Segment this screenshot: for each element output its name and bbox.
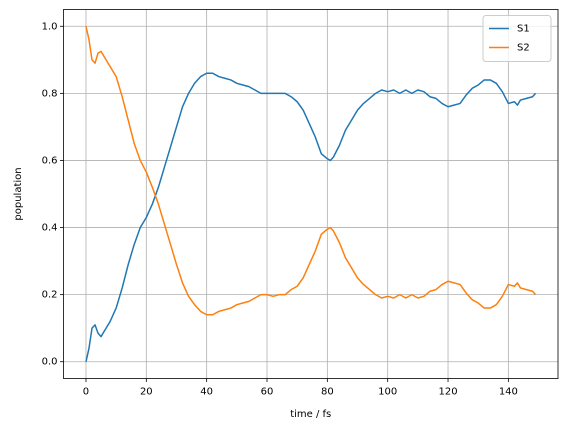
legend-box xyxy=(482,15,552,62)
series-line xyxy=(85,72,537,362)
x-tick-label: 120 xyxy=(438,387,457,398)
y-tick-label: 0.8 xyxy=(42,88,58,99)
y-tick-label: 0.6 xyxy=(42,155,58,166)
x-axis-label: time / fs xyxy=(290,409,331,420)
x-tick-label: 80 xyxy=(321,387,334,398)
legend-label: S1 xyxy=(517,24,530,35)
series-line xyxy=(85,26,537,316)
y-tick-label: 1.0 xyxy=(42,21,58,32)
y-tick-label: 0.4 xyxy=(42,223,58,234)
x-tick-label: 0 xyxy=(83,387,89,398)
x-tick-label: 40 xyxy=(200,387,213,398)
x-tick-label: 100 xyxy=(378,387,397,398)
y-axis-label: population xyxy=(13,167,24,220)
y-tick-label: 0.0 xyxy=(42,357,58,368)
x-tick-label: 60 xyxy=(261,387,274,398)
x-tick-label: 140 xyxy=(499,387,518,398)
axes-frame xyxy=(63,9,559,379)
legend-label: S2 xyxy=(517,43,530,54)
y-tick-label: 0.2 xyxy=(42,290,58,301)
legend: S1 S2 xyxy=(482,15,552,62)
x-tick-label: 20 xyxy=(140,387,153,398)
